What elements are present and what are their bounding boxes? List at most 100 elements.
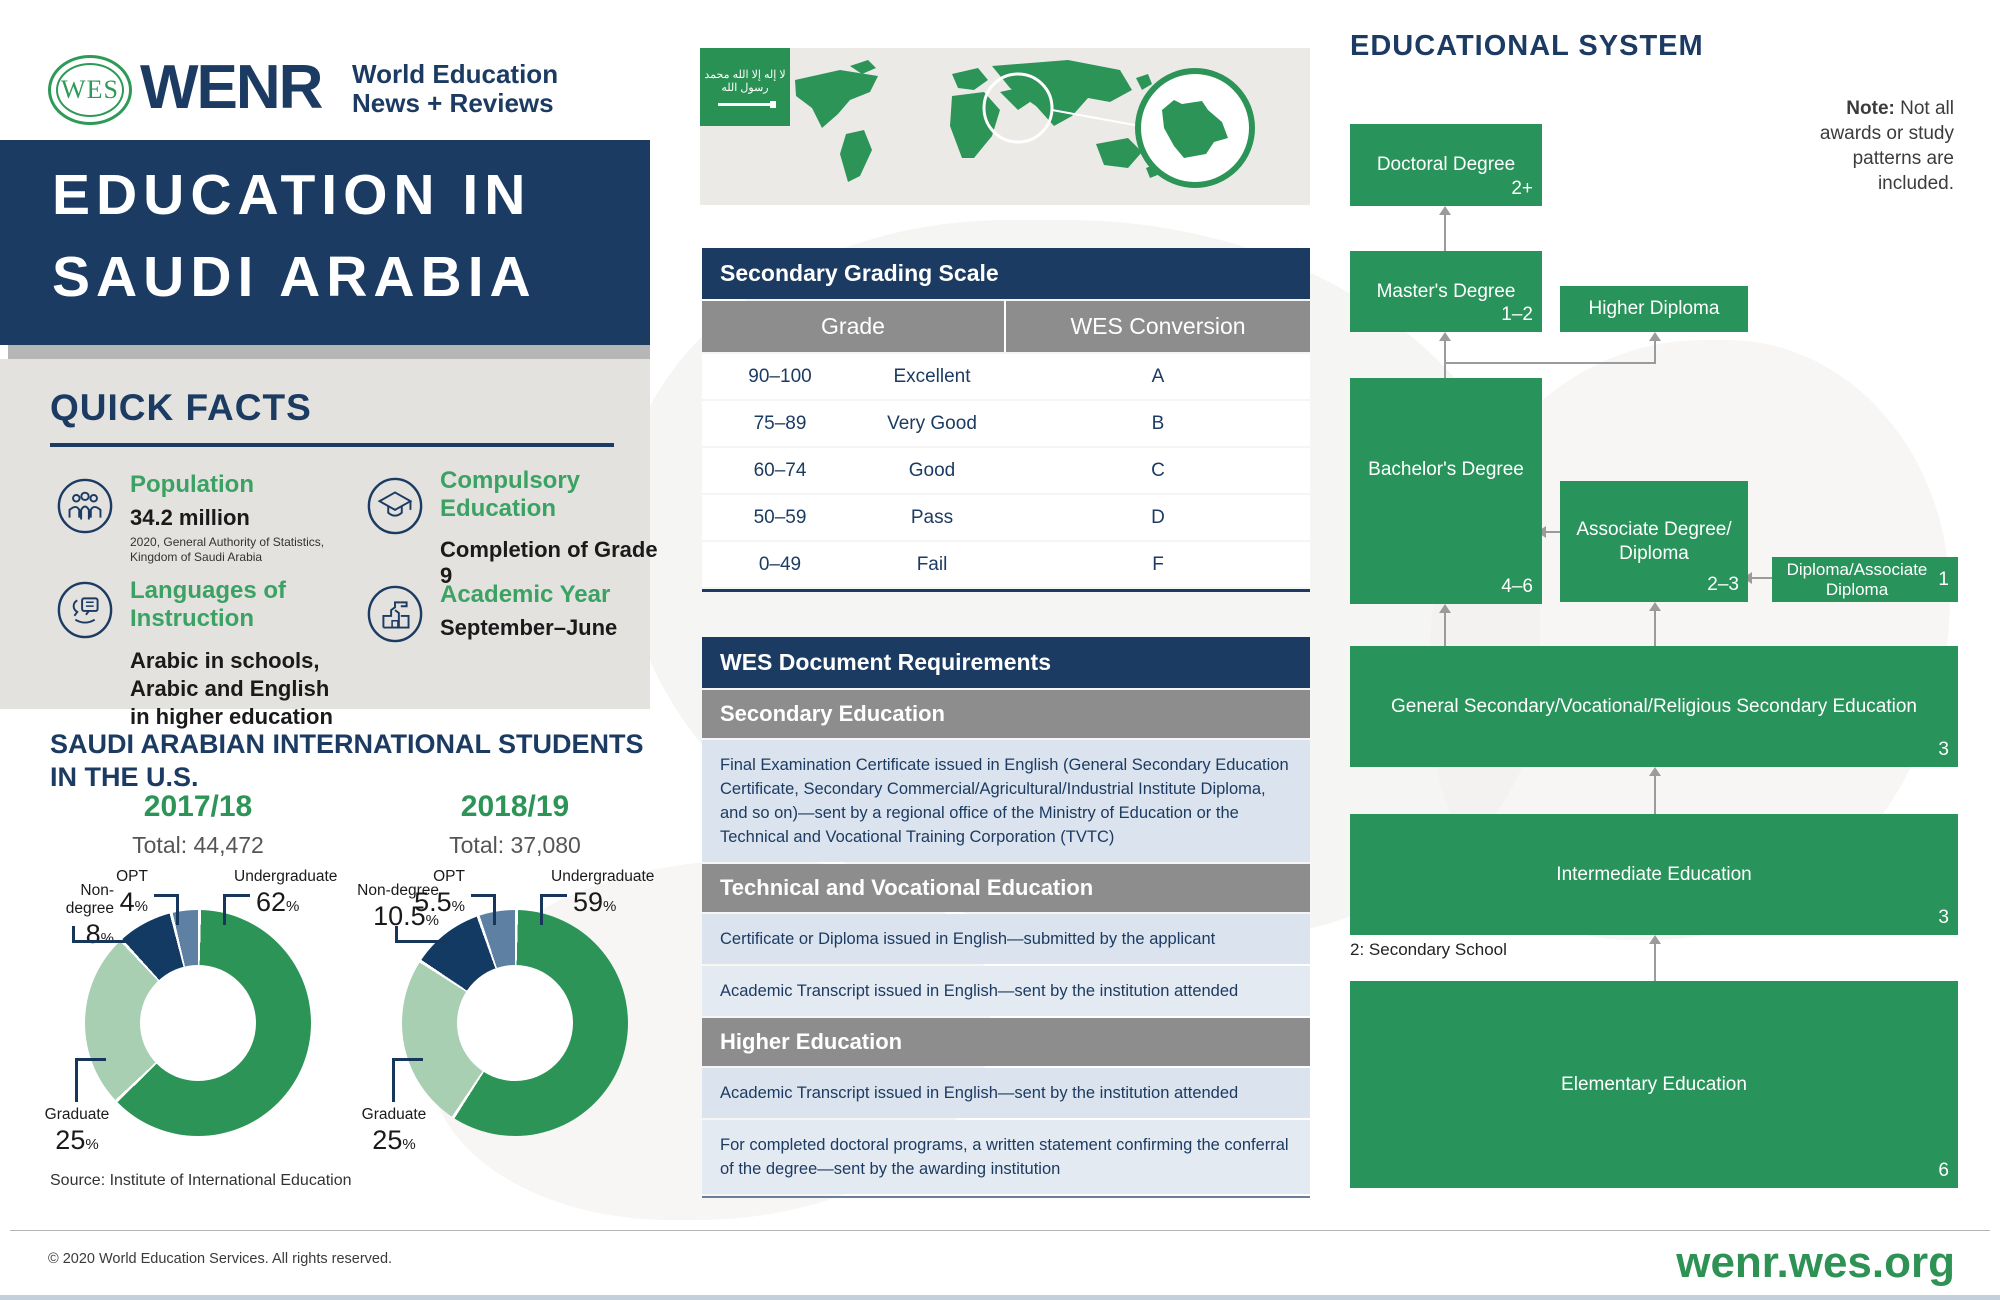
flow-line	[1444, 340, 1446, 362]
chart-total: Total: 37,080	[449, 832, 581, 858]
fact-label-population: Population	[130, 471, 254, 498]
doc-item: Academic Transcript issued in English—se…	[702, 1068, 1310, 1118]
doc-item: Final Examination Certificate issued in …	[702, 740, 1310, 862]
duration-years: 1	[1938, 568, 1949, 590]
doc-section-tvet: Technical and Vocational Education	[702, 864, 1310, 912]
arrow-up-icon	[1439, 332, 1451, 341]
map-banner: لا إله إلا الله محمد رسول الله	[700, 48, 1310, 205]
connector	[540, 894, 567, 897]
label-graduate: Graduate 25%	[361, 1106, 427, 1155]
flag-shahada-text: لا إله إلا الله محمد رسول الله	[704, 68, 786, 94]
duration-years: 6	[1938, 1160, 1949, 1181]
arrow-up-icon	[1649, 602, 1661, 611]
connector	[72, 926, 75, 942]
arrow-up-icon	[1439, 206, 1451, 215]
grading-scale-panel: Secondary Grading Scale Grade WES Conver…	[702, 248, 1310, 592]
flow-line	[1444, 214, 1446, 251]
tagline-line1: World Education	[352, 59, 559, 89]
box-diploma-associate-diploma: Diploma/Associate Diploma 1	[1772, 557, 1958, 602]
flow-line	[1654, 340, 1656, 362]
flow-line	[1546, 531, 1560, 533]
fact-value-compulsory: Completion of Grade 9	[440, 537, 658, 588]
table-row: 90–100 Excellent A	[702, 354, 1310, 399]
students-heading-line2: IN THE U.S.	[50, 762, 199, 792]
duration-years: 2–3	[1707, 574, 1739, 595]
fact-note-population: 2020, General Authority of Statistics, K…	[130, 535, 325, 564]
doc-item: For completed doctoral programs, a writt…	[702, 1120, 1310, 1194]
box-bachelors-degree: Bachelor's Degree 4–6	[1350, 378, 1542, 604]
flow-line	[1444, 362, 1656, 364]
connector	[75, 1058, 78, 1102]
chart-year: 2017/18	[143, 790, 253, 823]
connector	[176, 894, 179, 925]
donut-chart-2018-19: 2018/19 Total: 37,080 OPT 5.5% Undergrad…	[355, 790, 685, 1165]
doc-requirements-title: WES Document Requirements	[702, 637, 1310, 688]
chart-year: 2018/19	[460, 790, 570, 823]
wenr-logo: WENR	[140, 53, 323, 122]
fact-label-compulsory: Compulsory Education	[440, 467, 581, 522]
box-associate-degree: Associate Degree/ Diploma 2–3	[1560, 481, 1748, 602]
secondary-school-note: 2: Secondary School	[1350, 940, 1507, 959]
duration-years: 2+	[1511, 178, 1533, 199]
quick-facts-divider	[50, 443, 614, 447]
fact-value-academic-year: September–June	[440, 615, 618, 640]
students-section-heading: SAUDI ARABIAN INTERNATIONAL STUDENTS IN …	[50, 728, 644, 794]
label-opt: OPT 5.5%	[414, 868, 465, 917]
arrow-up-icon	[1649, 332, 1661, 341]
quick-facts-panel: QUICK FACTS Population 34.2 million 2020…	[0, 359, 658, 729]
connector	[392, 1058, 395, 1102]
grading-scale-title: Secondary Grading Scale	[702, 248, 1310, 299]
site-url: wenr.wes.org	[1676, 1238, 1955, 1287]
title-line2: SAUDI ARABIA	[52, 245, 537, 309]
label-non-degree: Non-degree 10.5%	[357, 882, 439, 931]
bottom-edge-strip	[0, 1295, 2000, 1300]
box-doctoral-degree: Doctoral Degree 2+	[1350, 124, 1542, 206]
arrow-up-icon	[1649, 935, 1661, 944]
school-calendar-icon	[367, 585, 423, 643]
arrow-up-icon	[1649, 767, 1661, 776]
label-opt: OPT 4%	[116, 868, 148, 917]
duration-years: 3	[1938, 907, 1949, 928]
flow-line	[1654, 610, 1656, 646]
wes-logo: WES	[48, 55, 132, 125]
flow-line	[1444, 612, 1446, 646]
box-higher-diploma: Higher Diploma	[1560, 286, 1748, 332]
fact-value-population: 34.2 million	[130, 505, 250, 530]
fact-label-academic-year: Academic Year	[440, 581, 611, 608]
donut-hole	[140, 965, 256, 1081]
wenr-tagline: World Education News + Reviews	[352, 60, 558, 118]
saudi-arabia-shape	[1162, 100, 1228, 158]
educational-system-heading: EDUCATIONAL SYSTEM	[1350, 30, 1704, 62]
doc-item: Academic Transcript issued in English—se…	[702, 966, 1310, 1016]
educational-system-note: Note: Not all awards or study patterns a…	[1782, 96, 1954, 196]
table-row: 0–49 Fail F	[702, 542, 1310, 587]
connector	[154, 894, 179, 897]
tagline-line2: News + Reviews	[352, 88, 554, 118]
banner-shadow	[8, 345, 650, 359]
arrow-up-icon	[1439, 604, 1451, 613]
title-banner: EDUCATION IN SAUDI ARABIA	[0, 140, 650, 345]
flow-line	[1654, 775, 1656, 814]
col-header-grade: Grade	[702, 301, 1004, 352]
connector	[75, 1058, 106, 1061]
world-map	[795, 60, 1255, 188]
saudi-arabia-zoom-circle	[1135, 68, 1255, 188]
note-text: Not all awards or study patterns are inc…	[1819, 98, 1954, 194]
doc-section-secondary: Secondary Education	[702, 690, 1310, 738]
chart-total: Total: 44,472	[132, 832, 264, 858]
box-general-secondary: General Secondary/Vocational/Religious S…	[1350, 646, 1958, 767]
table-row: 75–89 Very Good B	[702, 401, 1310, 446]
title-line1: EDUCATION IN	[52, 163, 532, 227]
donut-hole	[457, 965, 573, 1081]
label-undergraduate: Undergraduate 62%	[234, 868, 338, 917]
fact-label-languages: Languages of Instruction	[130, 577, 287, 632]
fact-value-languages: Arabic in schools, Arabic and English in…	[130, 648, 333, 729]
connector	[223, 894, 250, 897]
wes-logo-text: WES	[56, 63, 124, 117]
students-heading-line1: SAUDI ARABIAN INTERNATIONAL STUDENTS	[50, 729, 644, 759]
duration-years: 1–2	[1501, 304, 1533, 325]
box-elementary-education: Elementary Education 6	[1350, 981, 1958, 1188]
copyright-text: © 2020 World Education Services. All rig…	[48, 1251, 393, 1267]
connector	[395, 926, 398, 942]
